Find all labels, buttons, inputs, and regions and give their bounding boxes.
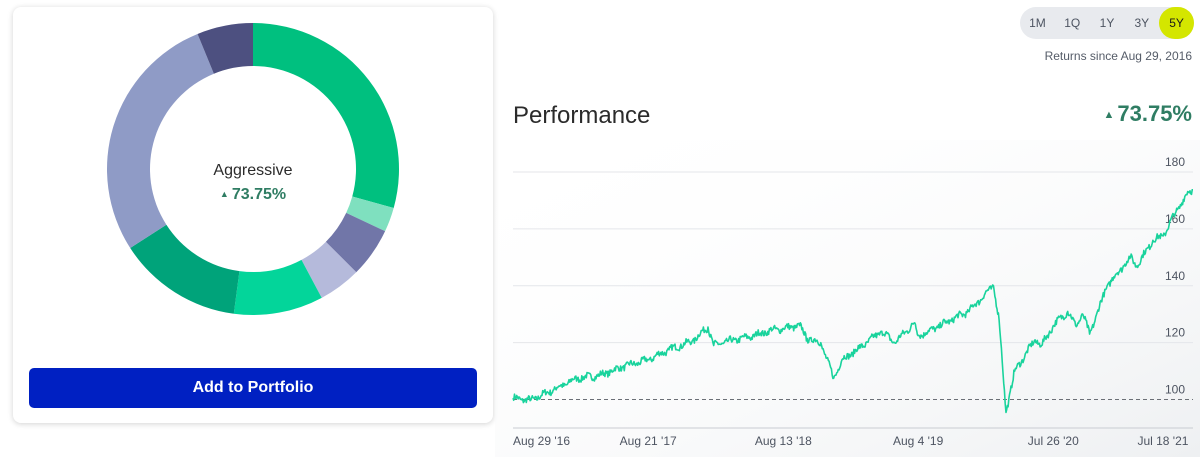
performance-return: ▲ 73.75% (1103, 101, 1192, 127)
chart-background (495, 140, 1200, 457)
x-tick-label-5: Jul 26 '20 (1028, 434, 1079, 448)
donut-slice-1 (253, 23, 399, 208)
range-option-5y[interactable]: 5Y (1159, 7, 1194, 39)
y-tick-label-180: 180 (1165, 155, 1185, 169)
donut-slice-3 (325, 212, 386, 273)
performance-title: Performance (513, 102, 651, 129)
y-tick-label-120: 120 (1165, 326, 1185, 340)
range-option-3y[interactable]: 3Y (1124, 7, 1159, 39)
donut-slice-5 (233, 259, 322, 316)
add-to-portfolio-button[interactable]: Add to Portfolio (29, 368, 477, 408)
donut-slice-2 (346, 196, 394, 232)
up-triangle-icon: ▲ (1103, 109, 1115, 121)
donut-slice-4 (301, 241, 357, 298)
donut-slice-7 (106, 33, 214, 249)
x-tick-label-3: Aug 13 '18 (755, 434, 812, 448)
range-option-1y[interactable]: 1Y (1090, 7, 1125, 39)
donut-center: Aggressive ▲ 73.75% (153, 162, 353, 204)
y-tick-label-100: 100 (1165, 383, 1185, 397)
time-range-selector: 1M 1Q 1Y 3Y 5Y (1020, 7, 1194, 39)
portfolio-name: Aggressive (213, 162, 293, 179)
range-option-1m[interactable]: 1M (1020, 7, 1055, 39)
x-tick-label-2: Aug 21 '17 (620, 434, 677, 448)
portfolio-return-value: 73.75% (231, 186, 287, 203)
range-option-1q[interactable]: 1Q (1055, 7, 1090, 39)
up-triangle-icon: ▲ (219, 189, 229, 199)
x-tick-label-1: Aug 29 '16 (513, 434, 570, 448)
portfolio-return: ▲ 73.75% (153, 186, 353, 204)
donut-slice-6 (130, 224, 240, 314)
performance-series-line (512, 189, 1193, 414)
x-tick-label-4: Aug 4 '19 (893, 434, 944, 448)
portfolio-card: Aggressive ▲ 73.75% Add to Portfolio (13, 7, 493, 423)
returns-since-label: Returns since Aug 29, 2016 (1044, 49, 1192, 63)
y-tick-label-140: 140 (1165, 269, 1185, 283)
x-tick-label-6: Jul 18 '21 (1137, 434, 1188, 448)
performance-return-value: 73.75% (1117, 101, 1192, 126)
allocation-donut-chart (106, 23, 399, 316)
donut-slice-8 (197, 23, 253, 74)
